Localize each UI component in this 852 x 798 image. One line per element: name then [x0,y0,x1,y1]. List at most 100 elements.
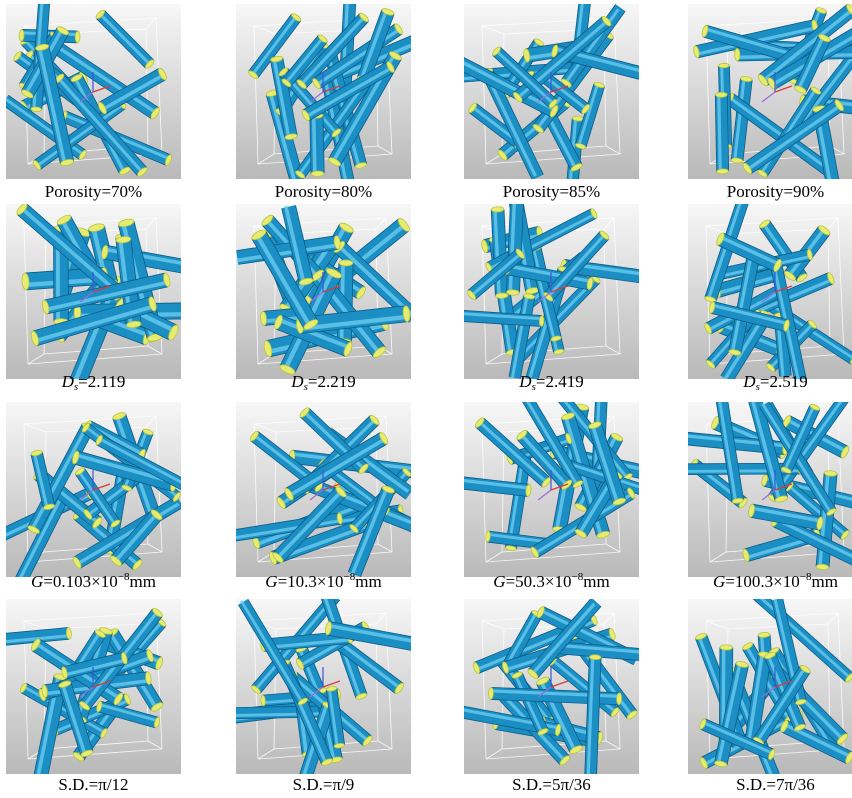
fiber [251,229,319,330]
fiber-network-render [688,402,852,577]
fiber [61,651,128,679]
caption-superscript: −8 [117,571,130,583]
caption-symbol: G [31,572,44,591]
panel-caption: Ds=2.219 [216,372,431,393]
fiber [752,599,852,683]
fiber [485,530,550,550]
fiber [35,43,75,167]
caption-symbol: D [519,372,532,391]
fiber [714,91,730,175]
caption-equals: = [535,372,546,391]
panel-caption: Ds=2.519 [668,372,852,393]
caption-subscript: s [756,381,760,393]
axis-triad [79,72,111,103]
fiber [296,305,411,334]
fiber [527,599,602,679]
fiber [236,235,341,265]
fiber [574,81,605,150]
caption-value: π/9 [332,775,355,794]
caption-subscript: s [532,381,536,393]
panel-caption: G=0.103×10−8mm [0,572,201,592]
fiber [325,621,411,651]
fiber-network-render [688,204,852,379]
caption-prefix: S.D.= [58,775,99,794]
caption-subscript: s [304,381,308,393]
caption-prefix: S.D.= [736,775,776,794]
axis-triad [761,72,793,103]
fiber [522,402,584,488]
fiber-network-render [688,4,852,179]
fiber [535,275,562,342]
axis-triad [309,272,341,303]
fiber [281,34,328,88]
fiber [30,296,157,346]
fiber [492,46,558,109]
fiber [356,8,395,84]
axis-triad [537,272,569,303]
fiber-network-render [6,599,181,774]
axis-triad [537,667,569,698]
fiber [72,495,181,569]
caption-value: 2.119 [87,372,126,391]
fiber [780,403,821,474]
fiber [238,599,308,706]
caption-prefix: Porosity= [502,182,570,201]
fiber-network-render [688,599,852,774]
caption-value: 100.3×10 [734,572,800,591]
fiber [490,206,509,299]
fiber [272,486,347,563]
fiber [588,421,627,506]
caption-value: 70% [111,182,143,201]
fiber [794,34,831,94]
fiber [730,76,753,164]
caption-unit: mm [811,572,838,591]
caption-prefix: Porosity= [44,182,112,201]
fiber [464,57,559,118]
fiber [284,432,389,501]
fiber [32,99,127,170]
caption-equals: = [759,372,770,391]
caption-value: π/12 [98,775,129,794]
caption-value: 90% [793,182,825,201]
fiber [742,99,844,175]
fiber [95,434,181,491]
caption-subscript: s [74,381,78,393]
fiber-network-render [236,599,411,774]
caption-unit: mm [583,572,610,591]
caption-unit: mm [355,572,382,591]
caption-subscript-text: s [531,381,536,393]
caption-superscript: −8 [571,571,584,583]
caption-equals: = [307,372,318,391]
axis-triad [537,470,569,501]
fiber [281,205,314,286]
fiber [467,248,525,300]
axis-triad [309,72,341,103]
fiber [784,482,850,540]
caption-subscript-text: s [303,381,308,393]
caption-symbol: G [713,572,726,591]
caption-value: 0.103×10 [52,572,118,591]
axis-triad [761,667,793,698]
panel-caption: S.D.=7π/36 [668,775,852,795]
panel-caption: G=10.3×10−8mm [216,572,431,592]
panel-caption: Ds=2.119 [0,372,201,393]
caption-prefix: S.D.= [292,775,333,794]
axis-triad [79,272,111,303]
caption-prefix: Porosity= [726,182,794,201]
fiber [780,720,852,765]
fiber [96,700,160,729]
caption-value: 2.219 [317,372,356,391]
panel-caption: Ds=2.419 [444,372,659,393]
caption-equals: = [725,572,735,591]
caption-symbol: D [743,372,756,391]
fiber [97,67,167,115]
fiber [516,429,573,490]
fiber-network-render [464,599,639,774]
fiber [714,661,749,768]
fiber [708,301,790,332]
fiber [309,112,325,177]
panel-caption: G=100.3×10−8mm [668,572,852,592]
fiber [325,686,346,749]
fiber [757,4,852,87]
